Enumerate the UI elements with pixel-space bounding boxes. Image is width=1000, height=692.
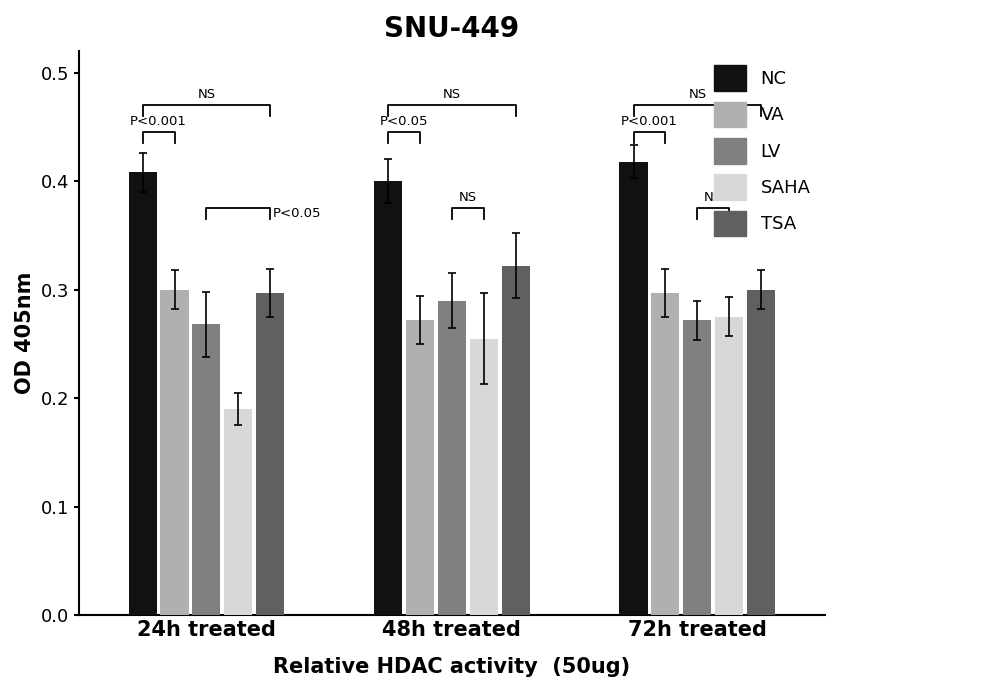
Legend: NC, VA, LV, SAHA, TSA: NC, VA, LV, SAHA, TSA: [708, 60, 816, 242]
Text: P<0.001: P<0.001: [130, 115, 187, 128]
Text: NS: NS: [459, 191, 477, 204]
Text: NS: NS: [704, 191, 722, 204]
Bar: [619, 162, 648, 615]
Text: NS: NS: [443, 88, 461, 101]
X-axis label: Relative HDAC activity  (50ug): Relative HDAC activity (50ug): [273, 657, 630, 677]
Text: NS: NS: [197, 88, 215, 101]
Text: P<0.05: P<0.05: [273, 207, 321, 220]
Bar: [129, 172, 157, 615]
Bar: [683, 320, 711, 615]
Text: P<0.001: P<0.001: [621, 115, 678, 128]
Bar: [224, 409, 252, 615]
Bar: [715, 317, 743, 615]
Text: P<0.05: P<0.05: [380, 115, 428, 128]
Bar: [747, 290, 775, 615]
Text: NS: NS: [688, 88, 706, 101]
Bar: [192, 325, 220, 615]
Bar: [406, 320, 434, 615]
Bar: [374, 181, 402, 615]
Bar: [256, 293, 284, 615]
Bar: [438, 300, 466, 615]
Bar: [651, 293, 679, 615]
Bar: [470, 338, 498, 615]
Y-axis label: OD 405nm: OD 405nm: [15, 272, 35, 394]
Bar: [502, 266, 530, 615]
Bar: [160, 290, 189, 615]
Title: SNU-449: SNU-449: [384, 15, 519, 43]
